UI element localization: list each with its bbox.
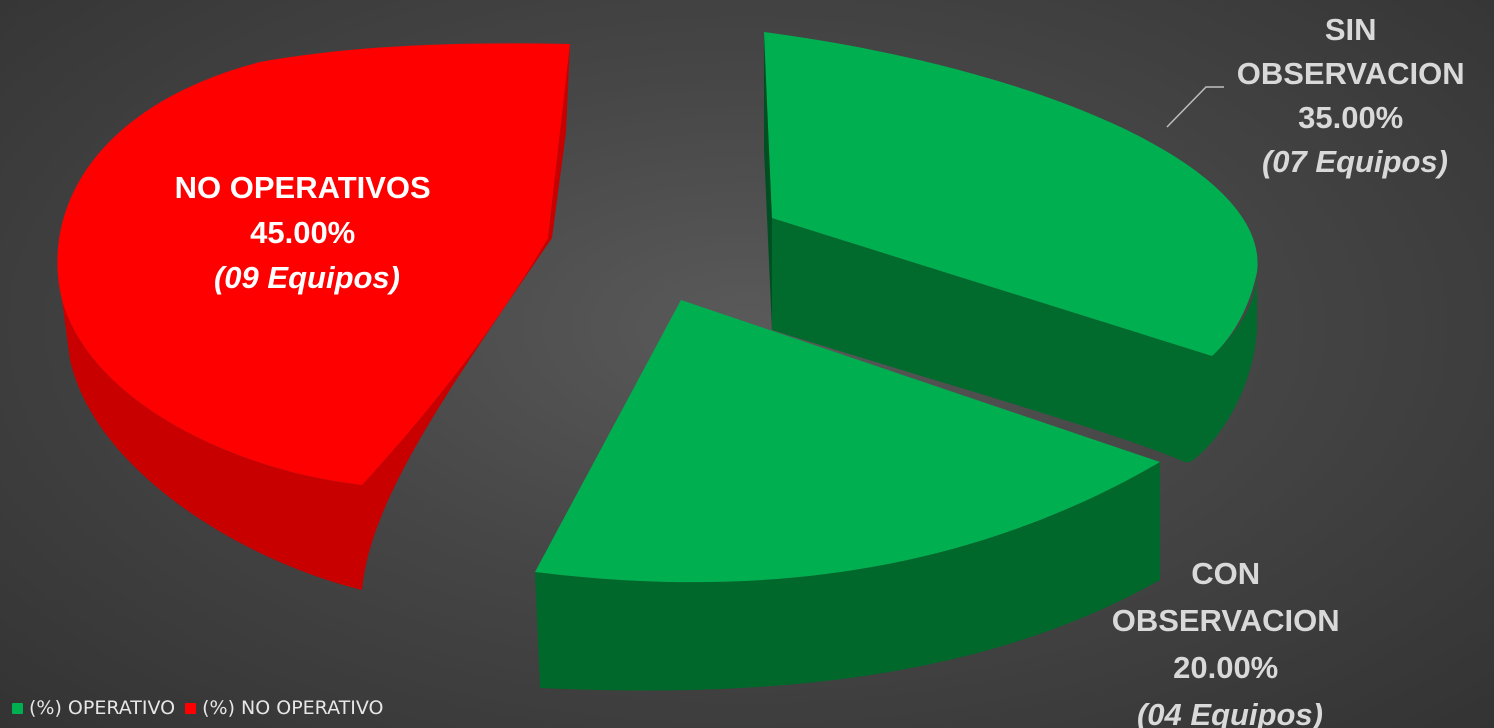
pie-slice-no-operativos-rim xyxy=(548,44,570,238)
pie-slice-con-observacion xyxy=(535,300,1160,691)
legend-item-operativo: (%) OPERATIVO xyxy=(12,697,175,719)
label-con-observacion-name-1: CON xyxy=(1191,556,1260,591)
label-sin-observacion-percent: 35.00% xyxy=(1298,100,1403,135)
label-no-operativos-count: (09 Equipos) xyxy=(214,260,400,295)
label-con-observacion-count: (04 Equipos) xyxy=(1137,697,1323,728)
legend-label-no-operativo: (%) NO OPERATIVO xyxy=(202,697,384,719)
chart-legend: (%) OPERATIVO (%) NO OPERATIVO xyxy=(12,694,383,722)
pie-slice-con-observacion-side xyxy=(535,462,1160,691)
label-no-operativos: NO OPERATIVOS 45.00% (09 Equipos) xyxy=(175,170,440,295)
legend-swatch-operativo xyxy=(12,702,23,714)
label-con-observacion-name-2: OBSERVACION xyxy=(1112,603,1340,638)
label-con-observacion: CON OBSERVACION 20.00% (04 Equipos) xyxy=(1112,556,1349,728)
pie-slice-no-operativos xyxy=(57,43,571,590)
label-no-operativos-percent: 45.00% xyxy=(250,215,355,250)
pie-slice-sin-observacion-top xyxy=(764,32,1258,356)
legend-label-operativo: (%) OPERATIVO xyxy=(29,697,176,719)
pie-slice-sin-observacion xyxy=(764,32,1258,462)
pie-slice-sin-observacion-side xyxy=(772,218,1258,462)
label-no-operativos-name: NO OPERATIVOS xyxy=(175,170,431,205)
label-sin-observacion-name-1: SIN xyxy=(1325,12,1377,47)
legend-swatch-no-operativo xyxy=(185,702,197,714)
pie-slice-sin-observacion-wall xyxy=(764,32,772,330)
pie-slice-no-operativos-top xyxy=(57,43,571,486)
label-con-observacion-percent: 20.00% xyxy=(1173,650,1278,685)
label-sin-observacion-name-2: OBSERVACION xyxy=(1237,56,1465,91)
pie-slice-no-operativos-side xyxy=(62,238,552,590)
label-sin-observacion-count: (07 Equipos) xyxy=(1262,144,1448,179)
pie-slice-con-observacion-top xyxy=(535,300,1160,583)
legend-item-no-operativo: (%) NO OPERATIVO xyxy=(185,697,383,719)
label-sin-observacion: SIN OBSERVACION 35.00% (07 Equipos) xyxy=(1237,12,1474,179)
leader-line-sin-observacion xyxy=(1166,86,1224,128)
